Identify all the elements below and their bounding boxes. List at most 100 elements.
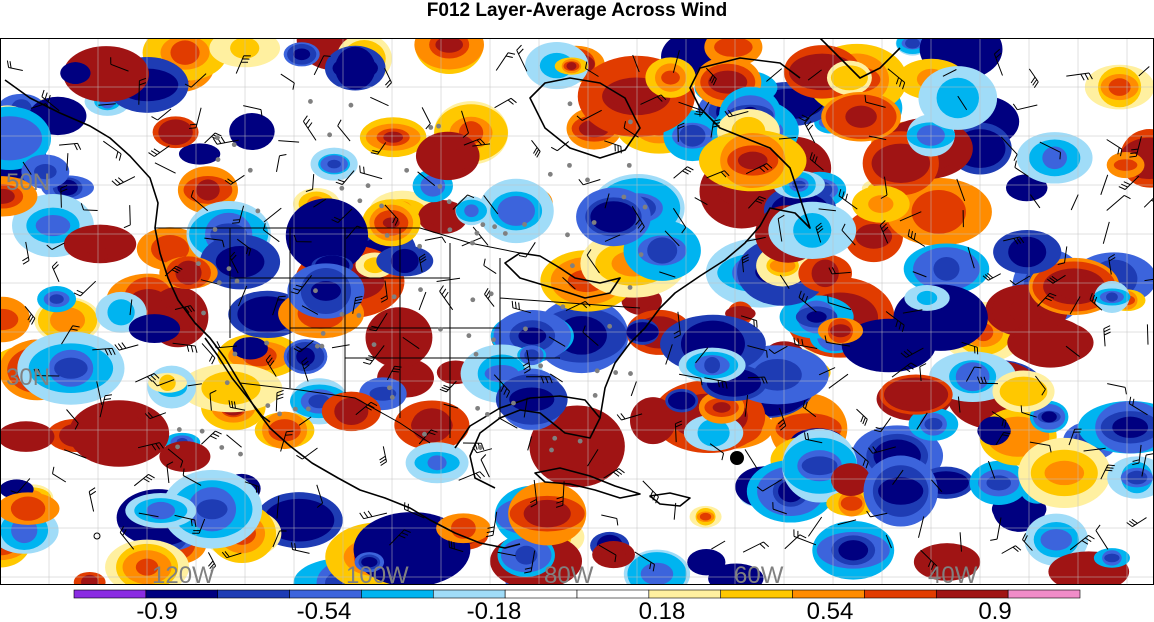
- wind-barb: [824, 335, 850, 347]
- station-dot: [422, 431, 427, 437]
- contour-blob: [911, 189, 966, 234]
- wind-barb: [1066, 72, 1093, 81]
- wind-barb: [301, 357, 310, 382]
- station-dot: [628, 119, 633, 125]
- contour-blob: [699, 512, 712, 521]
- station-dot: [552, 435, 558, 441]
- contour-blob: [107, 299, 135, 326]
- wind-barb: [745, 163, 773, 175]
- wind-barb: [665, 344, 673, 365]
- contour-blob: [661, 70, 680, 85]
- contour-blob: [839, 471, 862, 488]
- station-dot: [247, 167, 253, 173]
- wind-barb: [172, 342, 198, 353]
- wind-barb: [190, 190, 209, 212]
- wind-barb: [838, 188, 858, 210]
- wind-barb: [827, 295, 852, 311]
- wind-barb: [706, 170, 730, 179]
- colorbar-box: [576, 589, 650, 599]
- wind-barb: [64, 449, 87, 459]
- wind-barb: [745, 236, 766, 242]
- station-dot: [320, 331, 326, 336]
- wind-barb: [384, 67, 392, 89]
- wind-barb: [137, 442, 164, 451]
- station-dot: [480, 222, 486, 228]
- wind-barb: [562, 277, 576, 290]
- wind-barb: [22, 161, 32, 175]
- wind-barb: [987, 460, 996, 479]
- wind-barb: [798, 105, 823, 122]
- wind-barb: [119, 526, 135, 550]
- wind-barb: [679, 373, 703, 386]
- wind-barb: [96, 381, 103, 405]
- station-dot: [212, 227, 218, 232]
- wind-barb: [184, 73, 207, 88]
- contour-blob: [49, 294, 64, 304]
- contour-blob: [0, 116, 43, 161]
- wind-barb: [1083, 447, 1106, 452]
- wind-barb: [207, 552, 217, 572]
- station-dot: [560, 304, 566, 310]
- wind-barb: [293, 234, 312, 243]
- wind-barb: [993, 48, 1003, 76]
- lat-label-30n: 30N: [6, 364, 50, 391]
- wind-barb: [809, 152, 824, 171]
- wind-barb: [88, 487, 97, 512]
- wind-barb: [293, 340, 314, 353]
- contour-blob: [926, 307, 956, 328]
- wind-barb: [337, 119, 351, 142]
- lon-label-60w: 60W: [734, 562, 784, 585]
- wind-barb: [747, 376, 768, 384]
- station-dot: [357, 198, 363, 204]
- wind-barb: [370, 96, 389, 107]
- colorbar-label-5: 0.54: [807, 598, 854, 622]
- wind-barb: [92, 347, 116, 356]
- contour-blob: [170, 40, 200, 65]
- station-dot: [484, 411, 490, 417]
- wind-barb: [724, 109, 749, 118]
- contour-blob: [926, 549, 968, 574]
- contour-blob: [518, 392, 545, 407]
- station-dot: [436, 123, 442, 129]
- wind-barb: [1095, 524, 1109, 550]
- wind-barb: [66, 153, 69, 171]
- wind-barb: [673, 311, 681, 339]
- contour-blob: [68, 69, 83, 78]
- station-dot: [214, 135, 220, 141]
- wind-barb: [1068, 428, 1082, 446]
- station-dot: [231, 142, 237, 148]
- wind-barb: [511, 300, 532, 314]
- wind-barb: [355, 401, 378, 416]
- station-dot: [577, 438, 583, 444]
- station-dot: [277, 411, 282, 417]
- station-dot: [216, 280, 222, 286]
- station-dot: [607, 323, 613, 329]
- wind-barb: [995, 432, 1011, 446]
- contour-blob: [950, 42, 972, 57]
- contour-blob: [0, 308, 19, 331]
- wind-barb: [436, 277, 461, 282]
- wind-barb: [52, 466, 67, 483]
- wind-barb: [144, 412, 167, 420]
- wind-barb: [1107, 383, 1127, 395]
- wind-barb: [418, 429, 438, 445]
- wind-barb: [742, 541, 770, 553]
- wind-barb: [1128, 396, 1148, 416]
- contour-blob: [1042, 146, 1068, 170]
- colorbar-box: [73, 589, 147, 599]
- wind-barb: [902, 309, 923, 314]
- wind-barb: [331, 344, 350, 349]
- wind-barb: [280, 430, 294, 452]
- wind-barb: [461, 110, 469, 138]
- wind-barb: [483, 195, 499, 215]
- wind-barb: [187, 383, 202, 387]
- wind-barb: [887, 68, 906, 90]
- wind-barb: [1000, 136, 1018, 161]
- wind-barb: [51, 261, 60, 283]
- wind-barb: [664, 230, 680, 247]
- contour-blob: [497, 195, 535, 226]
- wind-barb: [111, 176, 136, 186]
- station-dot: [387, 385, 392, 391]
- wind-barb: [1100, 174, 1109, 195]
- wind-barb: [379, 446, 387, 466]
